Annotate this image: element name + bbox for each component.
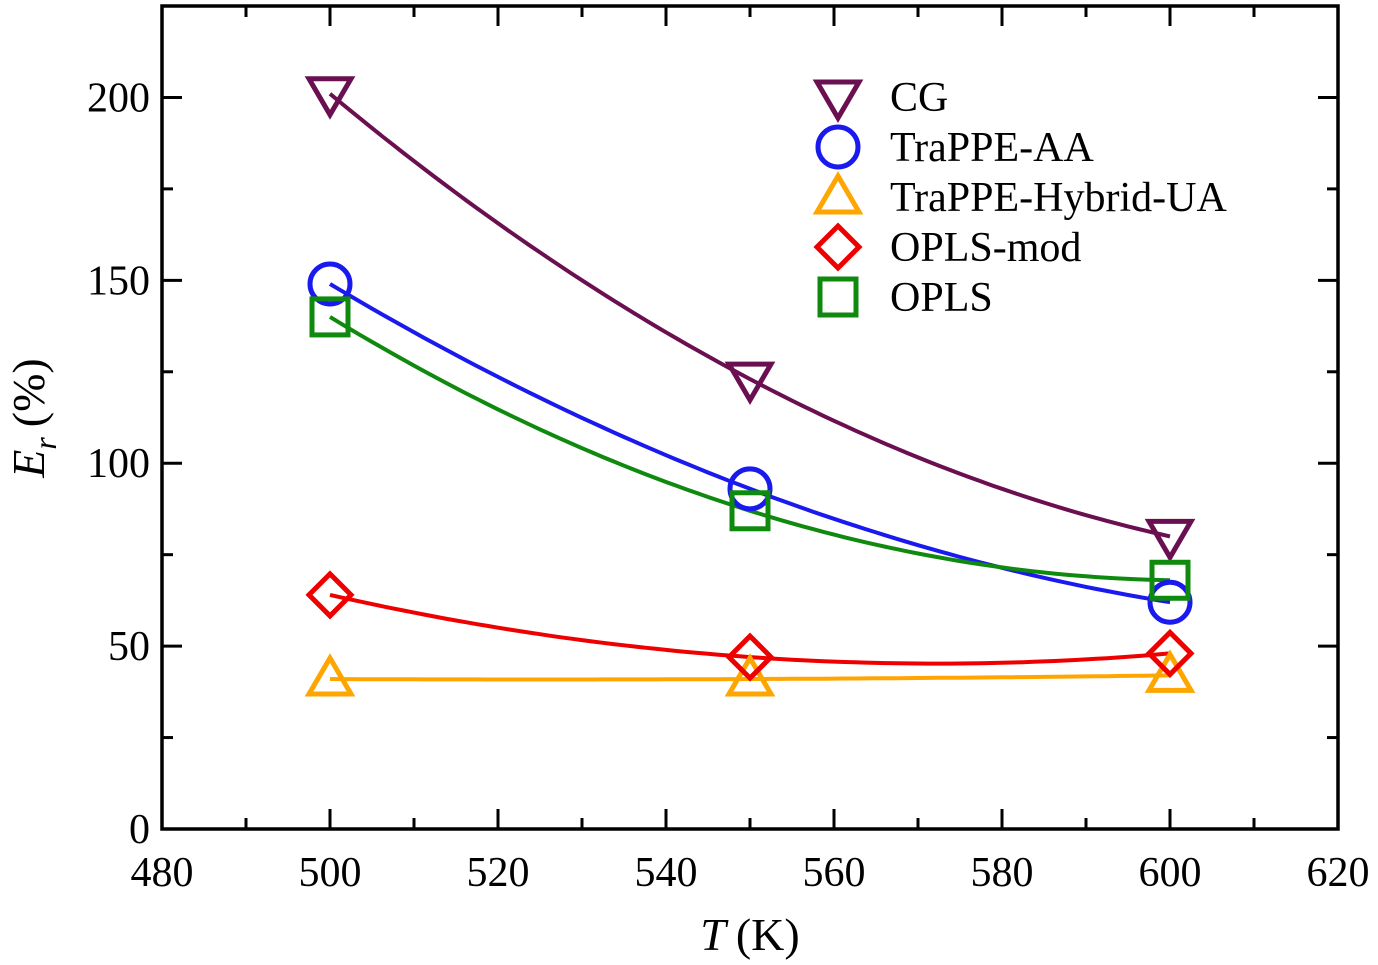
data-point-opls <box>729 490 771 532</box>
data-point-opls-mod <box>725 632 775 682</box>
data-point-opls-mod <box>305 570 355 620</box>
legend-label-opls-mod: OPLS-mod <box>890 225 1081 271</box>
x-tick-label: 580 <box>971 850 1034 896</box>
x-tick-label: 480 <box>131 850 194 896</box>
legend-label-trappe-aa: TraPPE-AA <box>890 125 1094 171</box>
x-tick-label: 620 <box>1307 850 1370 896</box>
x-tick-label: 560 <box>803 850 866 896</box>
y-tick-label: 200 <box>87 75 150 121</box>
data-point-cg <box>304 76 356 120</box>
legend-label-cg: CG <box>890 75 948 121</box>
x-tick-label: 540 <box>635 850 698 896</box>
legend-marker-opls-mod <box>813 222 863 272</box>
data-point-cg <box>1144 518 1196 563</box>
data-point-trappe-hybrid-ua <box>1144 649 1196 693</box>
legend-marker-cg <box>812 79 864 123</box>
data-point-trappe-aa <box>727 466 773 512</box>
y-tick-label: 100 <box>87 441 150 487</box>
x-tick-label: 500 <box>299 850 362 896</box>
y-tick-label: 150 <box>87 258 150 304</box>
legend-marker-opls <box>817 276 859 318</box>
data-point-cg <box>724 361 776 406</box>
series-line-trappe-aa <box>328 282 1171 605</box>
legend-marker-trappe-aa <box>815 124 861 170</box>
axis-ticks: 480 500 520 540 560 580 600 620 0 50 100 150 200 <box>87 4 1370 896</box>
series-markers <box>304 76 1196 697</box>
data-point-opls <box>309 296 351 338</box>
x-tick-label: 520 <box>467 850 530 896</box>
y-tick-label: 0 <box>129 807 150 853</box>
x-axis-title: T (K) <box>700 909 799 960</box>
y-axis-title: Er(%) <box>3 358 63 479</box>
x-tick-label: 600 <box>1139 850 1202 896</box>
data-point-trappe-aa <box>1147 579 1193 625</box>
legend-label-trappe-hybrid-ua: TraPPE-Hybrid-UA <box>890 175 1227 221</box>
series-line-cg <box>328 92 1171 539</box>
data-point-trappe-hybrid-ua <box>724 653 776 697</box>
data-point-opls-mod <box>1145 628 1195 678</box>
legend-marker-trappe-hybrid-ua <box>812 171 864 215</box>
plot-frame <box>160 4 1340 831</box>
data-point-trappe-hybrid-ua <box>304 653 356 697</box>
data-point-opls <box>1149 559 1191 601</box>
data-point-trappe-aa <box>307 261 353 307</box>
y-tick-label: 50 <box>108 624 150 670</box>
legend-label-opls: OPLS <box>890 275 993 321</box>
